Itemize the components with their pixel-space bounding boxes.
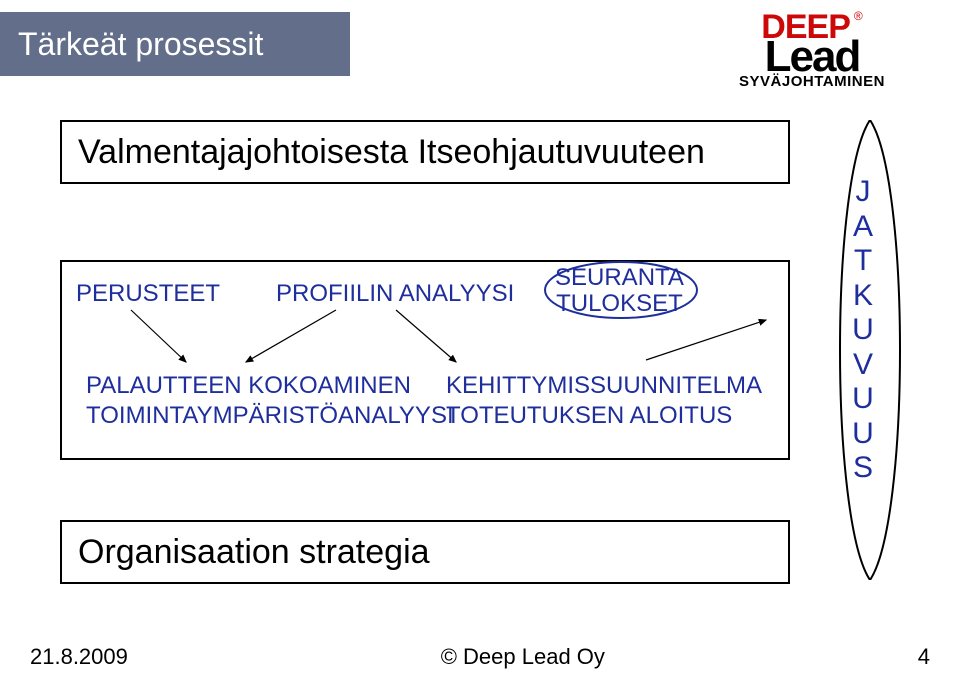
connector-arrows (76, 300, 776, 420)
bottom-box: Organisaation strategia (60, 520, 790, 584)
side-J: J (846, 175, 880, 210)
footer-date: 21.8.2009 (30, 644, 128, 670)
bottom-box-text: Organisaation strategia (78, 533, 430, 572)
slide: Tärkeät prosessit DEEP ® Lead SYVÄJOHTAM… (0, 0, 960, 684)
footer-center: © Deep Lead Oy (441, 644, 605, 670)
page-title: Tärkeät prosessit (18, 26, 263, 63)
side-A: A (846, 210, 880, 245)
footer: 21.8.2009 © Deep Lead Oy 4 (0, 644, 960, 670)
top-box: Valmentajajohtoisesta Itseohjautuvuuteen (60, 120, 790, 184)
logo-tagline: SYVÄJOHTAMINEN (682, 73, 942, 90)
footer-page: 4 (918, 644, 930, 670)
top-box-text: Valmentajajohtoisesta Itseohjautuvuuteen (78, 133, 705, 172)
side-U1: U (846, 313, 880, 348)
side-S: S (846, 451, 880, 486)
side-U2: U (846, 382, 880, 417)
logo-lead: Lead (682, 38, 942, 75)
side-V: V (846, 348, 880, 383)
side-U3: U (846, 417, 880, 452)
side-T: T (846, 244, 880, 279)
title-bar: Tärkeät prosessit (0, 12, 350, 76)
side-letters: J A T K U V U U S (846, 175, 880, 486)
side-K: K (846, 279, 880, 314)
logo: DEEP ® Lead SYVÄJOHTAMINEN (682, 10, 942, 90)
logo-reg: ® (854, 10, 863, 22)
